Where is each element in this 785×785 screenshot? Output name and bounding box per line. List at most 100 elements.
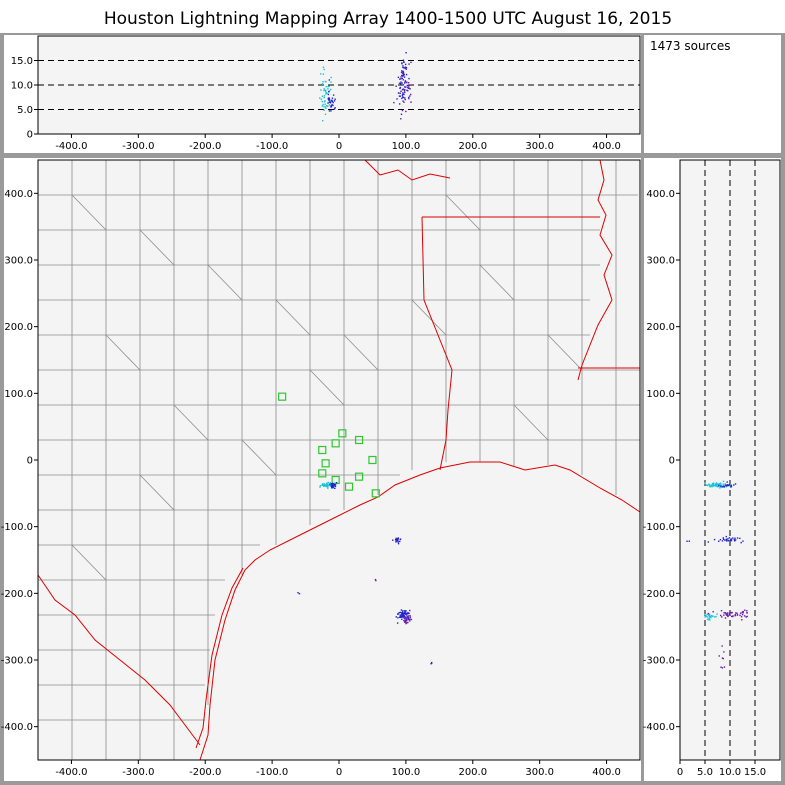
map-xtick-label-5: 100.0 <box>392 767 421 778</box>
ns-altitude-source-1-11 <box>718 484 720 487</box>
altitude-source-0-16 <box>323 105 325 108</box>
altitude-ytick-label-1: 5.0 <box>17 105 33 116</box>
ns-altitude-source-0-6 <box>729 485 731 487</box>
map-source-2-12 <box>397 537 399 540</box>
altitude-source-2-7 <box>405 86 407 88</box>
map-source-1-2 <box>334 485 337 488</box>
altitude-source-2-37 <box>402 88 404 90</box>
altitude-source-0-2 <box>327 88 329 90</box>
altitude-source-3-4 <box>410 61 412 64</box>
altitude-source-2-2 <box>402 92 404 94</box>
map-source-0-7 <box>329 482 332 484</box>
altitude-source-2-59 <box>402 79 405 81</box>
ns-altitude-source-1-2 <box>726 481 728 483</box>
map-source-3-9 <box>406 614 408 616</box>
altitude-source-3-2 <box>400 76 402 78</box>
ns-altitude-source-0-58 <box>714 484 717 486</box>
altitude-source-2-48 <box>397 92 400 94</box>
station-1 <box>318 445 327 455</box>
altitude-source-3-9 <box>405 110 407 113</box>
altitude-source-0-32 <box>320 73 322 75</box>
altitude-source-2-0 <box>401 97 403 100</box>
altitude-dashed-levels <box>38 60 640 110</box>
altitude-source-0-3 <box>320 89 322 91</box>
altitude-source-0-37 <box>323 96 325 99</box>
gulf-fill <box>202 462 640 760</box>
altitude-source-0-29 <box>323 89 325 92</box>
map-source-2-16 <box>395 537 397 540</box>
altitude-source-3-25 <box>401 88 404 91</box>
figure-title: Houston Lightning Mapping Array 1400-150… <box>104 9 672 29</box>
station-8 <box>354 472 364 481</box>
altitude-source-1-26 <box>330 104 332 107</box>
altitude-source-3-1 <box>409 84 412 86</box>
map-xtick-label-4: 0 <box>336 767 342 778</box>
map-source-3-58 <box>401 616 403 618</box>
ns-altitude-xtick-label-2: 10.0 <box>719 767 741 778</box>
barrier-island-line <box>195 567 244 749</box>
map-source-0-17 <box>334 482 336 484</box>
map-source-6-0 <box>298 592 301 595</box>
ns-altitude-source-4-15 <box>726 613 728 615</box>
ns-altitude-source-0-52 <box>716 484 718 486</box>
ns-altitude-source-4-43 <box>745 616 747 618</box>
altitude-source-2-69 <box>399 87 401 90</box>
altitude-ytick-label-0: 0 <box>27 130 33 141</box>
altitude-xtick-label-5: 100.0 <box>392 141 421 152</box>
station-9 <box>368 455 377 465</box>
ns-altitude-source-2-24 <box>740 541 742 544</box>
map-source-3-26 <box>404 618 406 620</box>
map-source-3-49 <box>404 612 407 615</box>
ns-altitude-source-0-39 <box>711 484 713 486</box>
ns-altitude-source-2-27 <box>722 537 724 539</box>
ns-altitude-source-0-8 <box>715 483 717 485</box>
altitude-source-2-45 <box>401 77 403 80</box>
map-source-4-2 <box>407 621 409 624</box>
altitude-xtick-label-1: -300.0 <box>122 141 154 152</box>
altitude-source-1-7 <box>327 97 330 99</box>
ns-altitude-source-4-44 <box>734 614 736 617</box>
ns-altitude-source-3-24 <box>708 613 711 616</box>
altitude-source-2-58 <box>405 73 408 76</box>
map-source-6-1 <box>297 591 299 594</box>
altitude-source-1-29 <box>330 110 332 112</box>
ns-altitude-source-2-14 <box>739 537 741 540</box>
altitude-source-2-23 <box>403 76 406 78</box>
ns-altitude-source-0-27 <box>714 483 716 485</box>
map-source-3-1 <box>405 610 407 612</box>
ns-altitude-source-4-16 <box>726 614 728 616</box>
ns-altitude-source-2-10 <box>730 539 733 542</box>
map-source-4-20 <box>405 622 407 625</box>
ns-altitude-xtick-label-0: 0 <box>677 767 683 778</box>
altitude-source-3-18 <box>410 93 412 96</box>
map-source-1-11 <box>330 487 333 489</box>
ns-altitude-source-1-7 <box>730 486 732 488</box>
ns-altitude-source-0-3 <box>706 484 709 487</box>
map-source-0-27 <box>326 484 328 486</box>
ns-altitude-xtick-label-3: 15.0 <box>744 767 766 778</box>
altitude-source-0-38 <box>320 98 323 101</box>
altitude-source-2-62 <box>401 62 403 65</box>
altitude-source-0-35 <box>325 107 327 109</box>
altitude-source-3-6 <box>403 73 405 76</box>
station-0 <box>278 392 287 401</box>
ns-altitude-source-0-53 <box>717 485 720 488</box>
map-source-4-18 <box>404 620 406 623</box>
altitude-source-3-8 <box>409 95 411 97</box>
map-xtick-label-1: -300.0 <box>122 767 154 778</box>
map-source-0-22 <box>326 482 328 485</box>
station-markers <box>278 392 380 498</box>
altitude-source-3-5 <box>402 100 404 102</box>
ns-altitude-source-4-49 <box>740 615 743 618</box>
altitude-source-2-64 <box>402 66 404 69</box>
map-source-4-8 <box>409 618 411 621</box>
altitude-xtick-label-2: -200.0 <box>189 141 221 152</box>
altitude-source-3-10 <box>405 81 408 83</box>
altitude-source-1-0 <box>331 100 334 103</box>
map-source-3-23 <box>399 611 402 614</box>
ns-altitude-source-2-26 <box>734 537 736 539</box>
altitude-source-2-25 <box>404 81 406 83</box>
altitude-xtick-label-0: -400.0 <box>55 141 87 152</box>
altitude-xtick-label-4: 0 <box>336 141 342 152</box>
